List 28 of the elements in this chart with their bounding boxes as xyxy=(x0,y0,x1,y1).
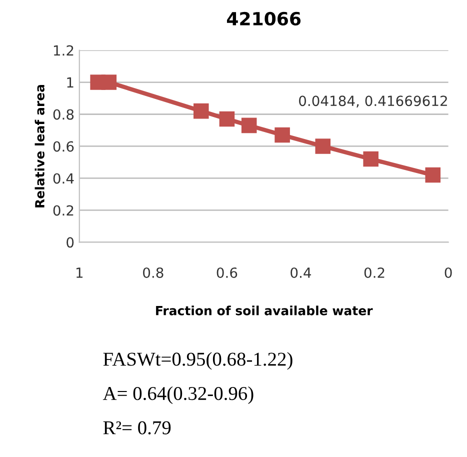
y-tick-label: 1.2 xyxy=(54,45,74,56)
x-tick-label: 0 xyxy=(444,267,452,278)
text: R²= 0.79 xyxy=(103,421,171,434)
y-tick-label: 0.2 xyxy=(53,205,74,216)
x-tick-label: 0.6 xyxy=(216,267,238,278)
x-tick-label: 0.2 xyxy=(364,267,384,278)
y-tick-label: 0 xyxy=(66,237,74,248)
x-tick-label: 0.8 xyxy=(143,267,164,278)
x-tick-label: 0.4 xyxy=(290,267,312,278)
y-tick-label: 0.6 xyxy=(53,141,74,152)
point xyxy=(274,127,290,143)
text: A= 0.64(0.32-0.96) xyxy=(102,386,254,404)
point xyxy=(219,111,235,127)
point xyxy=(363,151,378,167)
point xyxy=(425,167,441,183)
x-axis-title: Fraction of soil available water xyxy=(156,306,373,316)
text: FASWt=0.95(0.68-1.22) xyxy=(103,352,292,370)
y-tick-label: 0.8 xyxy=(53,109,74,120)
y-tick-label: 1 xyxy=(67,77,74,88)
annotation: 0.04184, 0.41669612 xyxy=(299,96,447,108)
y-axis-title: Relative leaf area xyxy=(34,84,44,208)
x-tick-label: 1 xyxy=(76,268,83,278)
point xyxy=(315,138,331,154)
point xyxy=(101,74,117,90)
y-tick-label: 0.4 xyxy=(53,173,74,184)
point xyxy=(241,118,257,134)
chart-title: 421066 xyxy=(226,12,301,26)
point xyxy=(194,103,209,119)
